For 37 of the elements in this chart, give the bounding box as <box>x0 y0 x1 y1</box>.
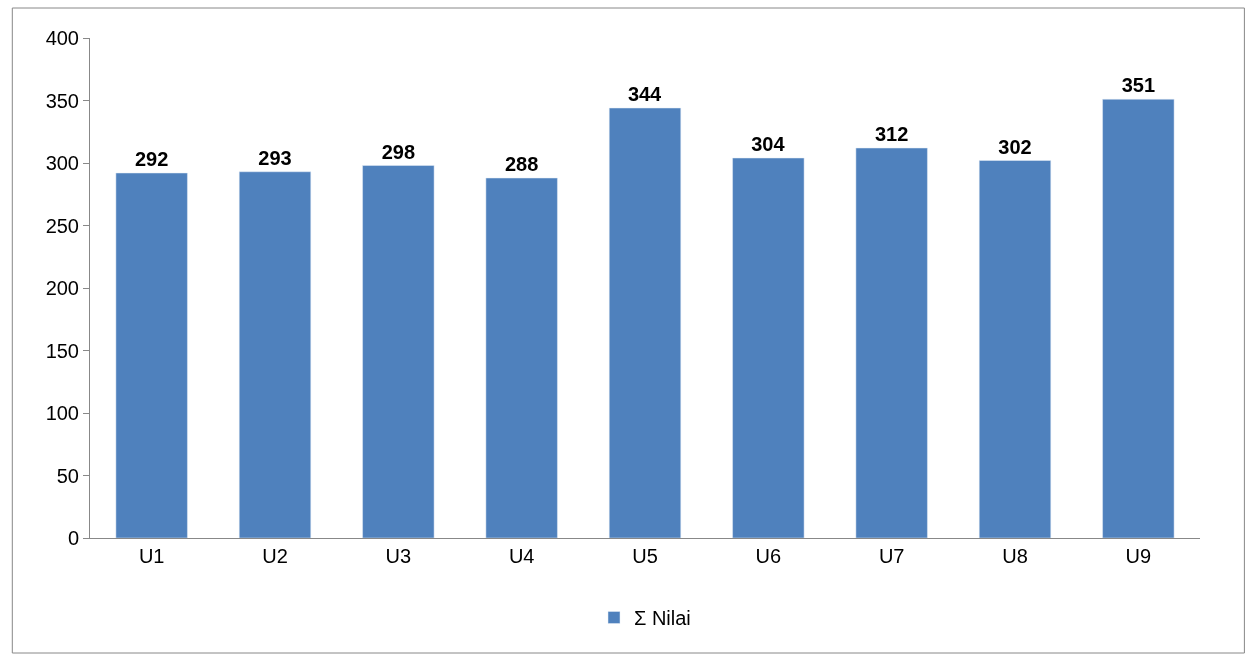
x-tick-label: U8 <box>1002 545 1028 567</box>
x-tick-label: U7 <box>878 545 905 567</box>
data-label: 292 <box>134 148 169 170</box>
bar <box>115 172 188 538</box>
bar <box>362 165 435 538</box>
bar <box>238 171 312 538</box>
bar <box>485 177 558 538</box>
data-label: 312 <box>874 123 909 145</box>
x-tick-label: U2 <box>262 545 288 567</box>
x-tick-label: U6 <box>755 545 782 567</box>
y-tick-label: 250 <box>45 214 79 237</box>
y-tick-label: 300 <box>45 152 79 174</box>
bar <box>608 107 682 538</box>
y-tick-label: 50 <box>56 464 79 487</box>
y-tick-label: 200 <box>45 277 79 299</box>
data-label: 302 <box>998 135 1032 158</box>
data-label: 298 <box>381 140 416 163</box>
bar <box>855 147 928 538</box>
data-label: 288 <box>504 153 539 175</box>
y-tick-label: 100 <box>45 402 79 424</box>
x-tick-label: U4 <box>508 545 535 567</box>
data-label: 304 <box>751 133 786 155</box>
y-tick-label: 350 <box>45 89 79 112</box>
x-tick-label: U9 <box>1125 545 1152 567</box>
legend-label: Σ Nilai <box>634 607 691 630</box>
y-tick-label: 150 <box>45 339 79 362</box>
y-tick-label: 0 <box>67 527 79 549</box>
y-tick-label: 400 <box>45 27 79 49</box>
x-tick-label: U5 <box>632 545 658 567</box>
x-tick-label: U3 <box>385 545 412 567</box>
x-tick-label: U1 <box>138 545 165 567</box>
bar <box>978 160 1052 538</box>
data-label: 351 <box>1121 74 1156 97</box>
bar <box>1102 99 1175 538</box>
bar <box>732 157 805 538</box>
data-label: 293 <box>258 146 292 169</box>
data-label: 344 <box>627 83 663 105</box>
